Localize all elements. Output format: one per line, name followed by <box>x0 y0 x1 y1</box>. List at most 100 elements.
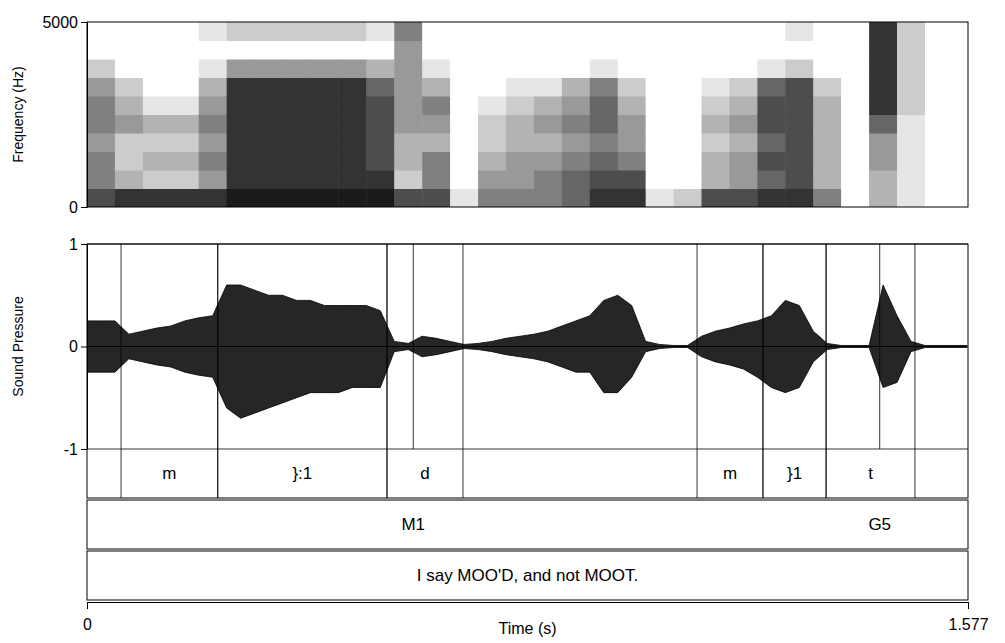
spectrogram-cell <box>338 133 366 152</box>
tick: -1 <box>64 441 87 458</box>
spectrogram-cell <box>394 59 422 78</box>
spectrogram-cell <box>729 22 757 41</box>
spectrogram-cell <box>338 41 366 60</box>
spectrogram-cell <box>869 115 897 134</box>
tick-label: -1 <box>64 441 78 458</box>
axis-title: Sound Pressure <box>10 296 26 397</box>
spectrogram-cell <box>115 22 143 41</box>
spectrogram-cell <box>422 133 450 152</box>
spectrogram-cell <box>813 115 841 134</box>
interval-boundary <box>217 244 218 498</box>
spectrogram-cell <box>199 78 227 97</box>
spectrogram-cell <box>702 96 730 115</box>
spectrogram-cell <box>283 41 311 60</box>
axis-title: Frequency (Hz) <box>10 66 26 162</box>
point-label: M1 <box>401 515 425 534</box>
spectrogram-cell <box>618 59 646 78</box>
spectrogram-cell <box>534 170 562 189</box>
spectrogram-cell <box>394 41 422 60</box>
interval-boundary <box>762 244 763 498</box>
spectrogram-cell <box>422 59 450 78</box>
spectrogram-cell <box>366 22 394 41</box>
spectrogram-cell <box>562 133 590 152</box>
waveform-envelope <box>87 347 967 419</box>
spectrogram-cell <box>227 115 255 134</box>
spectrogram-cell <box>618 78 646 97</box>
spectrogram-cell <box>310 41 338 60</box>
spectrogram-cell <box>757 41 785 60</box>
spectrogram-cell <box>87 133 115 152</box>
spectrogram-cell <box>562 189 590 208</box>
spectrogram <box>87 22 968 207</box>
spectrogram-cell <box>729 170 757 189</box>
spectrogram-cell <box>785 115 813 134</box>
tick-label: 0 <box>69 199 78 216</box>
spectrogram-cell <box>87 115 115 134</box>
spectrogram-cell <box>757 59 785 78</box>
spectrogram-cell <box>618 133 646 152</box>
spectrogram-cell <box>283 152 311 171</box>
spectrogram-cell <box>813 41 841 60</box>
tick-mark <box>81 347 87 348</box>
spectrogram-cell <box>171 41 199 60</box>
spectrogram-cell <box>143 170 171 189</box>
spectrogram-cell <box>115 189 143 208</box>
spectrogram-cell <box>450 170 478 189</box>
tick-label: 0 <box>83 616 92 633</box>
spectrogram-cell <box>841 22 869 41</box>
spectrogram-cell <box>115 41 143 60</box>
interval-boundary <box>386 244 387 498</box>
spectrogram-cell <box>478 96 506 115</box>
interval-boundary <box>217 244 218 498</box>
waveform-envelope <box>87 285 967 347</box>
spectrogram-cell <box>199 152 227 171</box>
spectrogram-cell <box>729 189 757 208</box>
spectrogram-cell <box>841 78 869 97</box>
tick: 5000 <box>42 14 87 31</box>
spectrogram-cell <box>590 22 618 41</box>
spectrogram-cell <box>338 115 366 134</box>
spectrogram-cell <box>506 133 534 152</box>
spectrogram-cell <box>366 170 394 189</box>
spectrogram-cell <box>422 22 450 41</box>
spectrogram-cell <box>534 152 562 171</box>
spectrogram-cell <box>757 78 785 97</box>
spectrogram-cell <box>785 170 813 189</box>
spectrogram-cell <box>953 22 968 41</box>
spectrogram-cell <box>897 170 925 189</box>
spectrogram-cell <box>310 59 338 78</box>
spectrogram-cell <box>310 96 338 115</box>
spectrogram-cell <box>255 22 283 41</box>
spectrogram-cell <box>534 115 562 134</box>
spectrogram-cell <box>646 78 674 97</box>
spectrogram-cell <box>953 78 968 97</box>
spectrogram-cell <box>422 41 450 60</box>
spectrogram-cell <box>394 170 422 189</box>
spectrogram-cell <box>618 152 646 171</box>
spectrogram-cell <box>115 170 143 189</box>
spectrogram-cell <box>869 189 897 208</box>
spectrogram-cell <box>506 96 534 115</box>
spectrogram-cell <box>729 59 757 78</box>
spectrogram-cell <box>506 59 534 78</box>
spectrogram-cell <box>310 115 338 134</box>
spectrogram-cell <box>646 59 674 78</box>
spectrogram-cell <box>394 152 422 171</box>
spectrogram-cell <box>199 189 227 208</box>
spectrogram-cell <box>702 152 730 171</box>
spectrogram-cell <box>478 41 506 60</box>
spectrogram-cell <box>366 78 394 97</box>
spectrogram-cell <box>562 22 590 41</box>
spectrogram-cell <box>757 115 785 134</box>
spectrogram-cell <box>366 152 394 171</box>
spectrogram-cell <box>869 96 897 115</box>
spectrogram-cell <box>227 78 255 97</box>
spectrogram-cell <box>841 96 869 115</box>
spectrogram-cell <box>310 133 338 152</box>
spectrogram-cell <box>478 133 506 152</box>
spectrogram-cell <box>422 189 450 208</box>
spectrogram-cell <box>729 152 757 171</box>
point-label: G5 <box>868 515 891 534</box>
spectrogram-cell <box>422 152 450 171</box>
spectrogram-cell <box>953 115 968 134</box>
